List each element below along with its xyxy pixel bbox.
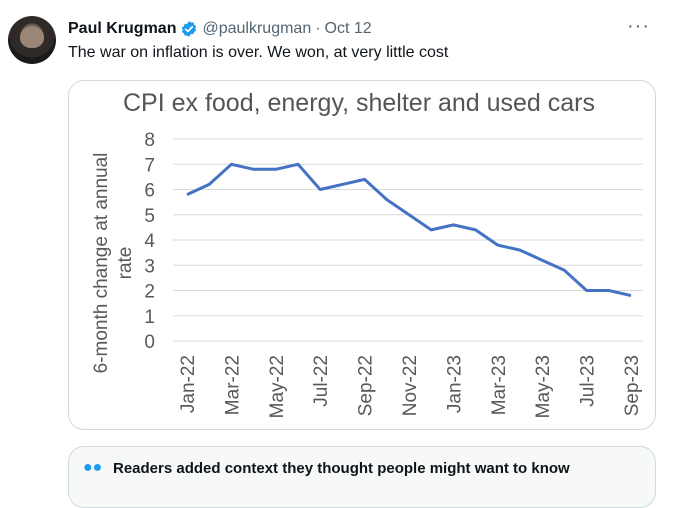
tweet-date[interactable]: Oct 12	[324, 20, 372, 37]
x-tick-label: Jan-23	[444, 355, 465, 413]
people-icon: ●●	[83, 459, 103, 476]
header-separator: ·	[315, 20, 321, 37]
y-tick-label: 4	[144, 231, 155, 252]
y-axis-label-line-2: rate	[115, 247, 136, 280]
y-axis-label: 6-month change at annual rate	[91, 153, 136, 374]
y-tick-label: 5	[144, 206, 155, 227]
x-tick-label: Jul-23	[578, 355, 599, 407]
cpi-line-chart: CPI ex food, energy, shelter and used ca…	[91, 89, 643, 418]
y-tick-label: 2	[144, 282, 155, 303]
community-note-card[interactable]: ●● Readers added context they thought pe…	[68, 446, 656, 508]
y-tick-label: 3	[144, 256, 155, 277]
y-axis-label-line-1: 6-month change at annual	[91, 153, 112, 374]
x-tick-label: Sep-23	[622, 355, 643, 416]
chart-title: CPI ex food, energy, shelter and used ca…	[123, 89, 595, 117]
y-tick-label: 6	[144, 181, 155, 202]
x-tick-label: Mar-23	[489, 355, 510, 415]
x-tick-label: Sep-22	[356, 355, 377, 416]
tweet-media-chart[interactable]: CPI ex food, energy, shelter and used ca…	[68, 80, 656, 430]
x-tick-label: May-22	[267, 355, 288, 418]
community-note-text: Readers added context they thought peopl…	[113, 460, 570, 477]
author-name[interactable]: Paul Krugman	[68, 20, 177, 37]
y-tick-label: 7	[144, 155, 155, 176]
author-handle[interactable]: @paulkrugman	[202, 20, 312, 37]
author-avatar[interactable]	[8, 16, 56, 64]
tweet-header: Paul Krugman @paulkrugman · Oct 12	[68, 18, 372, 40]
x-tick-label: Nov-22	[400, 355, 421, 416]
x-tick-label: Jul-22	[311, 355, 332, 407]
series-line	[186, 162, 632, 298]
x-tick-label: Mar-22	[222, 355, 243, 415]
tweet-text: The war on inflation is over. We won, at…	[68, 44, 449, 61]
y-tick-label: 1	[144, 307, 155, 328]
y-tick-label: 8	[144, 130, 155, 151]
x-tick-label: Jan-22	[178, 355, 199, 413]
x-tick-label: May-23	[533, 355, 554, 418]
y-tick-label: 0	[144, 332, 155, 353]
more-options-icon[interactable]: ···	[627, 15, 650, 37]
verified-badge-icon	[182, 21, 197, 37]
